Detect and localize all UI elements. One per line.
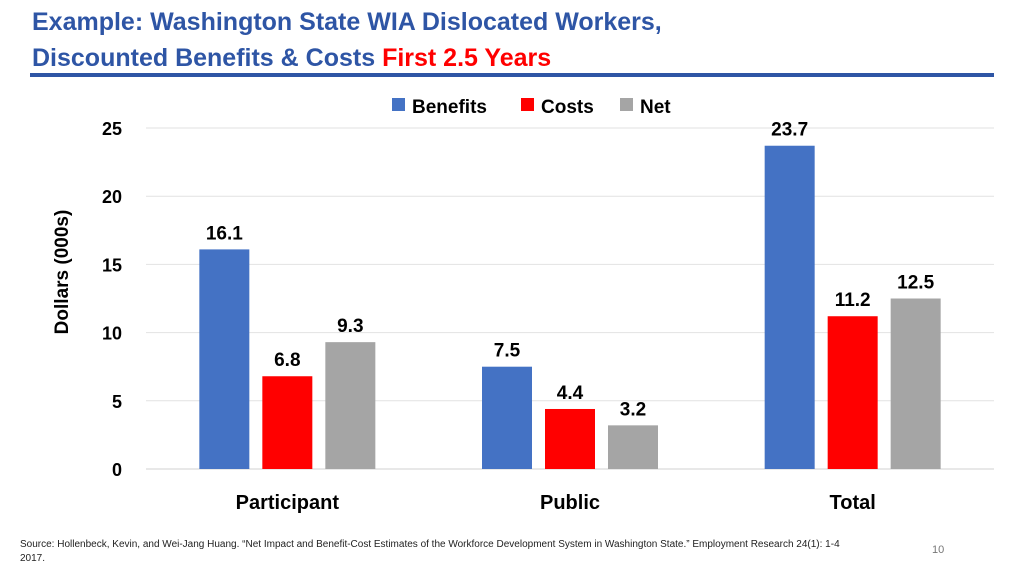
legend-swatch bbox=[392, 98, 405, 111]
bar-net bbox=[325, 342, 376, 469]
legend-label: Benefits bbox=[412, 97, 487, 118]
data-label: 11.2 bbox=[835, 290, 871, 311]
data-label: 9.3 bbox=[337, 316, 363, 337]
legend-label: Net bbox=[640, 97, 671, 118]
slide-title: Example: Washington State WIA Dislocated… bbox=[32, 4, 662, 76]
data-label: 16.1 bbox=[206, 223, 243, 244]
legend-swatch bbox=[620, 98, 633, 111]
legend-label: Costs bbox=[541, 97, 594, 118]
y-tick-label: 25 bbox=[102, 119, 122, 139]
y-tick-label: 15 bbox=[102, 255, 122, 275]
bar-benefits bbox=[764, 145, 815, 469]
bar-net bbox=[608, 425, 658, 469]
y-axis-title: Dollars (000s) bbox=[52, 210, 73, 335]
y-tick-label: 5 bbox=[112, 392, 122, 412]
bar-benefits bbox=[482, 366, 532, 469]
data-label: 6.8 bbox=[274, 350, 300, 371]
data-label: 23.7 bbox=[771, 120, 808, 141]
data-label: 3.2 bbox=[620, 399, 646, 420]
y-tick-label: 10 bbox=[102, 324, 122, 344]
x-tick-label: Public bbox=[540, 492, 600, 514]
title-line-2: Discounted Benefits & Costs First 2.5 Ye… bbox=[32, 40, 662, 76]
y-tick-label: 20 bbox=[102, 187, 122, 207]
title-underline bbox=[30, 73, 994, 77]
legend-swatch bbox=[521, 98, 534, 111]
bar-costs bbox=[827, 316, 878, 469]
data-label: 12.5 bbox=[897, 273, 934, 294]
page-number: 10 bbox=[932, 544, 945, 556]
y-tick-label: 0 bbox=[112, 460, 122, 480]
title-line-1: Example: Washington State WIA Dislocated… bbox=[32, 8, 662, 36]
bar-costs bbox=[262, 376, 313, 469]
source-citation: Source: Hollenbeck, Kevin, and Wei-Jang … bbox=[20, 539, 840, 564]
x-tick-label: Participant bbox=[236, 492, 340, 514]
bar-benefits bbox=[199, 249, 250, 469]
bar-net bbox=[890, 298, 941, 469]
data-label: 4.4 bbox=[557, 383, 584, 404]
title-line-2-main: Discounted Benefits & Costs bbox=[32, 44, 376, 72]
data-label: 7.5 bbox=[494, 341, 521, 362]
title-highlight: First 2.5 Years bbox=[382, 44, 552, 72]
bar-costs bbox=[545, 408, 595, 469]
x-tick-label: Total bbox=[830, 492, 876, 514]
